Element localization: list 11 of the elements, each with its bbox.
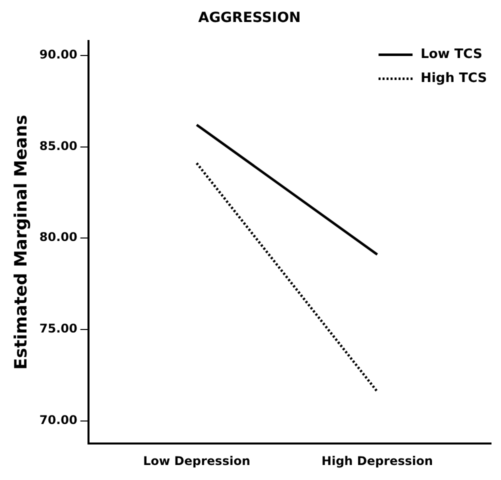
y-tick-label: 70.00: [39, 412, 78, 427]
y-tick-label: 90.00: [39, 48, 78, 62]
chart-title: AGGRESSION: [198, 10, 301, 26]
x-tick-label: High Depression: [322, 454, 433, 468]
y-tick-label: 75.00: [39, 322, 78, 336]
legend-label: High TCS: [420, 71, 488, 86]
legend-label: Low TCS: [420, 47, 482, 62]
x-tick-label: Low Depression: [143, 454, 250, 468]
y-tick-label: 85.00: [39, 138, 78, 153]
y-axis-title: Estimated Marginal Means: [12, 114, 32, 370]
y-tick-label: 80.00: [39, 230, 78, 244]
